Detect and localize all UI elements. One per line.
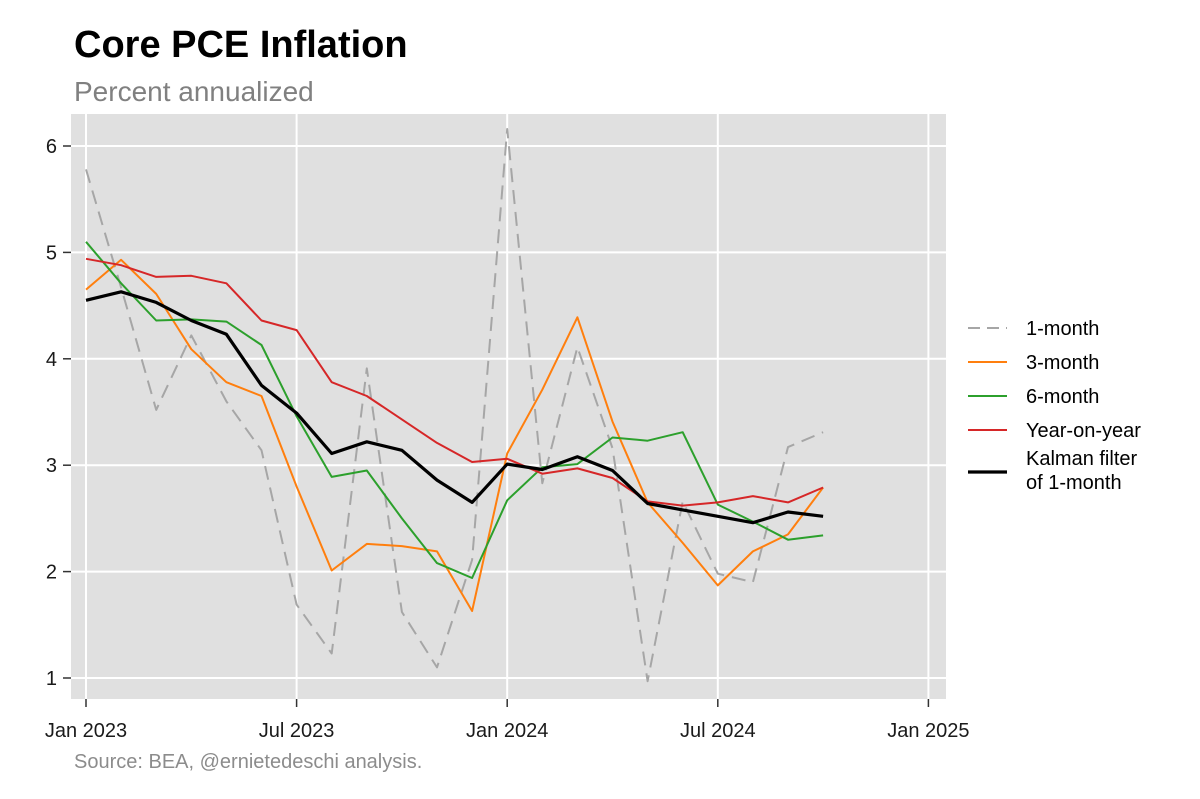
plot-background	[71, 114, 946, 699]
legend-label: Kalman filter	[1026, 448, 1137, 470]
legend-label: 3-month	[1026, 352, 1099, 374]
series-line-1-month	[85, 128, 824, 683]
legend-item: Year-on-year	[968, 420, 1141, 442]
series-line-3-month	[85, 258, 824, 612]
y-tick-label: 2	[46, 562, 57, 584]
y-tick-label: 3	[46, 455, 57, 477]
series-line-kalman-filter-of-1-month	[85, 290, 824, 525]
legend-item: 6-month	[968, 386, 1099, 408]
legend: 1-month 3-month 6-month Year-on-year Kalman …	[968, 318, 1141, 494]
y-tick-label: 5	[46, 242, 57, 264]
legend-item: 3-month	[968, 352, 1099, 374]
y-tick-label: 4	[46, 349, 57, 371]
legend-label: 1-month	[1026, 318, 1099, 340]
series-line-year-on-year	[85, 257, 824, 507]
legend-item: 1-month	[968, 318, 1099, 340]
y-tick-label: 1	[46, 668, 57, 690]
x-tick-label: Jul 2023	[259, 720, 335, 742]
source-caption: Source: BEA, @ernietedeschi analysis.	[74, 751, 423, 773]
series-layer	[85, 128, 824, 683]
x-tick-label: Jan 2024	[466, 720, 548, 742]
chart-title: Core PCE Inflation	[74, 24, 408, 66]
x-tick-label: Jul 2024	[680, 720, 756, 742]
x-tick-label: Jan 2023	[45, 720, 127, 742]
legend-label: of 1-month	[1026, 472, 1122, 494]
series-line-6-month	[85, 241, 824, 579]
y-tick-label: 6	[46, 136, 57, 158]
chart-subtitle: Percent annualized	[74, 76, 314, 107]
legend-label: Year-on-year	[1026, 420, 1141, 442]
legend-label: 6-month	[1026, 386, 1099, 408]
axes: 1 2 3 4 5 6 Jan 2023 Jul 2023 Jan 2024 Jul 2024 Ja…	[45, 136, 970, 742]
x-tick-label: Jan 2025	[887, 720, 969, 742]
